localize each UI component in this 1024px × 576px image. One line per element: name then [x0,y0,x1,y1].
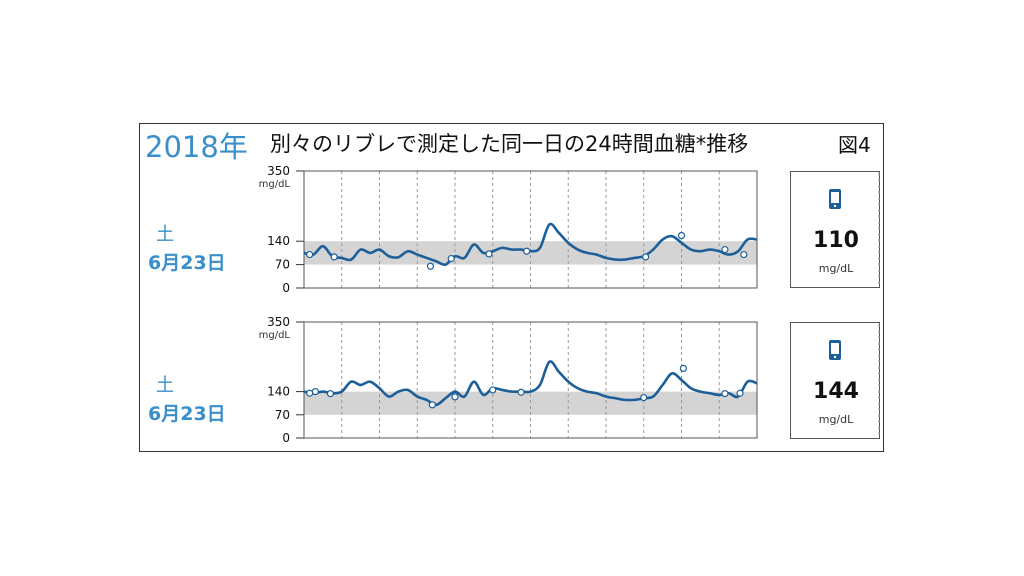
panel-2-scan-marker [640,393,648,402]
panel-1-y-tick-label: 0 [282,281,290,295]
panel-2-scan-marker [721,389,729,398]
panel-1-scan-marker [447,254,455,263]
panel-1-reading-card: 110 mg/dL [790,171,880,288]
panel-2-y-tick-label: 70 [275,408,290,422]
panel-1-scan-marker [306,250,314,259]
panel-1-day-label: 土 6月23日 [148,220,248,275]
panel-2-scan-marker [517,388,525,396]
panel-1-day-of-week: 土 [156,224,174,245]
panel-1-scan-marker [740,250,748,259]
panel-1-scan-marker [721,245,729,254]
panel-2-scan-marker [311,388,319,396]
panel-1-y-unit-label: mg/dL [259,179,291,190]
panel-2-day-of-week: 土 [156,375,174,396]
panel-2-y-unit-label: mg/dL [259,330,291,341]
panel-2-glucose-line [303,360,758,407]
panel-2-y-tick-label: 140 [267,385,290,399]
panel-1-date: 6月23日 [148,252,226,274]
phone-icon [829,189,841,209]
panel-2-y-tick-label: 350 [267,315,290,329]
panel-1-scan-marker [523,247,531,255]
panel-2-plot-border [303,321,758,439]
panel-1-y-tick-label: 350 [267,164,290,178]
panel-1-plot-border [303,170,758,289]
panel-2-scan-marker [326,389,335,398]
panel-2-day-label: 土 6月23日 [148,371,248,426]
panel-1-scan-marker [485,250,493,258]
panel-2-scan-marker [736,389,744,397]
panel-1-reading-unit: mg/dL [818,262,854,275]
panel-2-reading-unit: mg/dL [818,413,854,426]
panel-2-scan-marker [428,401,436,409]
panel-1-y-tick-label: 70 [275,258,290,272]
panel-1-y-tick-label: 140 [267,234,290,248]
year-label: 2018年 [145,130,248,164]
panel-1-glucose-line [303,222,758,267]
panel-2-y-tick-label: 0 [282,431,290,445]
figure-label: 図4 [838,133,871,157]
chart-title: 別々のリブレで測定した同一日の24時間血糖*推移 [270,132,749,156]
phone-icon [829,340,841,360]
panel-2-scan-marker [451,393,459,401]
panel-1-reading-value: 110 [813,228,859,253]
panel-1-scan-marker [426,262,435,270]
panel-2-scan-marker [489,386,497,394]
panel-1-scan-marker [642,253,650,261]
panel-2-reading-value: 144 [813,379,859,404]
panel-2-scan-marker [679,364,687,372]
panel-2-reading-card: 144 mg/dL [790,322,880,439]
panel-1-scan-marker [330,253,338,261]
panel-1-scan-marker [677,231,686,240]
panel-2-date: 6月23日 [148,403,226,425]
